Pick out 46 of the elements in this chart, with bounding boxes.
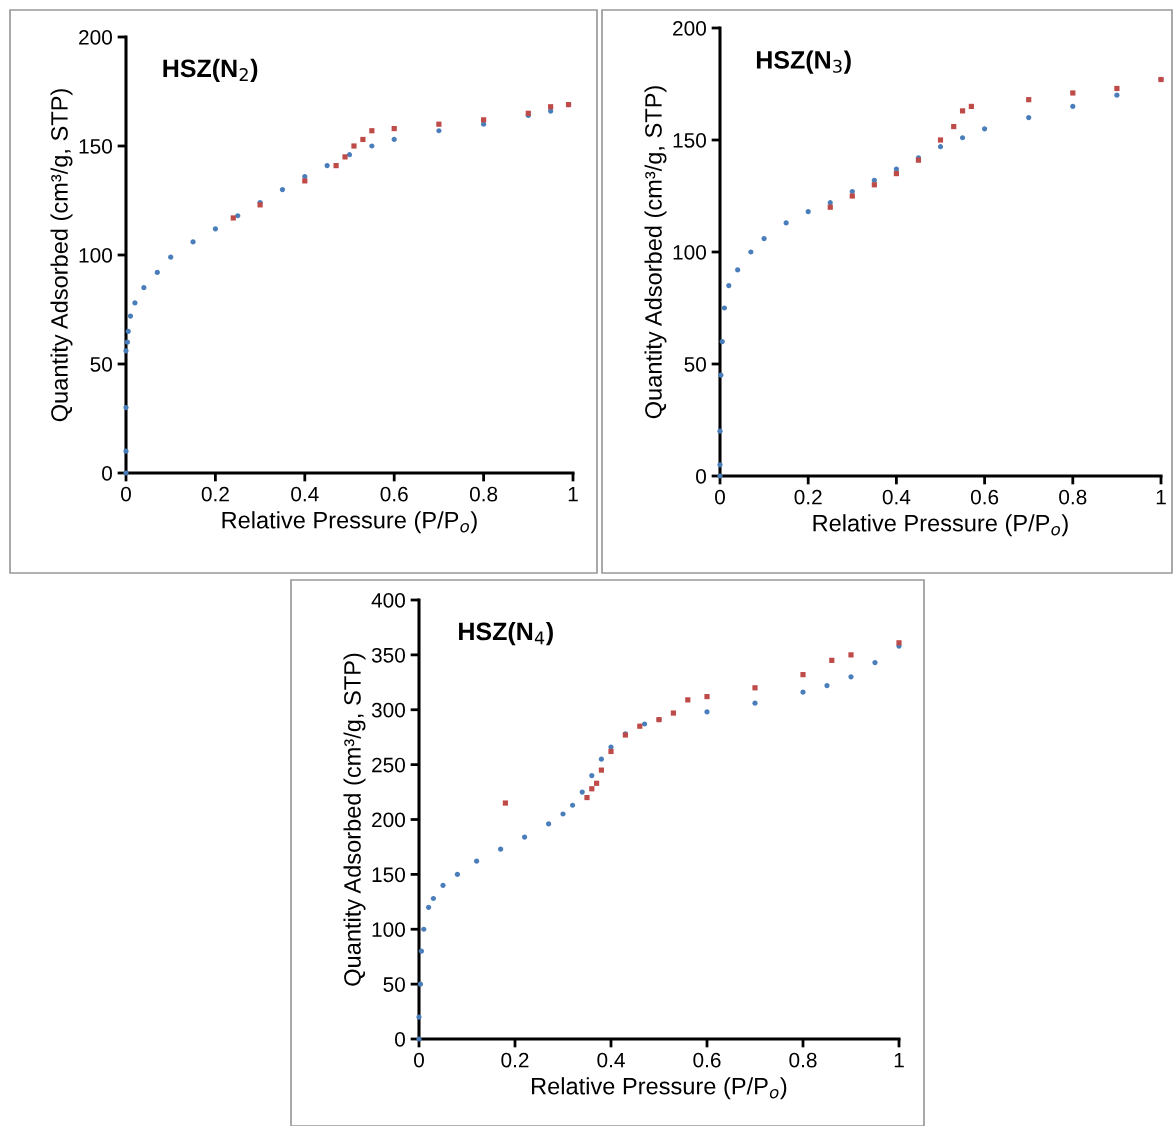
y-tick-label: 300 — [371, 702, 405, 718]
annotation: HSZ(N$_{2}$) — [163, 58, 258, 83]
y-tick-label: 50 — [90, 357, 112, 372]
y-tick-label: 200 — [673, 21, 706, 36]
x-tick-label: 0.2 — [794, 489, 822, 505]
x-tick-label: 0 — [715, 489, 725, 505]
y-tick-label: 100 — [79, 248, 112, 263]
y-tick-label: 150 — [372, 867, 405, 883]
y-axis-title: Quantity Adsorbed (cm³/g, STP) — [343, 653, 366, 986]
x-axis-title: Relative Pressure (P/P$_{o}$) — [532, 1077, 787, 1100]
y-tick-label: 100 — [673, 245, 706, 260]
x-tick-label: 0.6 — [380, 486, 408, 502]
x-tick-label: 0.8 — [789, 1052, 817, 1068]
x-axis-title: Relative Pressure (P/P$_{o}$) — [222, 511, 477, 534]
annotation: HSZ(N$_{4}$) — [459, 621, 553, 646]
y-tick-label: 150 — [79, 139, 112, 154]
x-tick-label: 0.4 — [597, 1052, 625, 1068]
y-tick-label: 0 — [395, 1032, 405, 1047]
y-tick-label: 100 — [372, 922, 405, 937]
y-tick-label: 50 — [383, 977, 405, 992]
x-tick-label: 0 — [121, 486, 131, 502]
x-tick-label: 1 — [568, 486, 578, 502]
y-tick-label: 250 — [372, 757, 405, 773]
x-tick-label: 0.4 — [882, 489, 911, 505]
y-tick-label: 350 — [371, 647, 405, 663]
x-tick-label: 0.8 — [469, 486, 498, 502]
x-tick-label: 1 — [1156, 489, 1166, 505]
x-tick-label: 1 — [894, 1052, 904, 1068]
x-tick-label: 0.4 — [291, 486, 319, 502]
y-axis-title: Quantity Adsorbed (cm³/g, STP) — [50, 89, 73, 422]
x-axis-title: Relative Pressure (P/P$_{o}$) — [813, 514, 1068, 537]
y-tick-label: 400 — [371, 593, 405, 608]
y-tick-label: 0 — [102, 466, 112, 481]
y-axis-title: Quantity Adsorbed (cm³/g, STP) — [644, 86, 667, 419]
x-tick-label: 0.6 — [970, 489, 999, 505]
y-tick-label: 0 — [696, 469, 706, 484]
x-tick-label: 0 — [414, 1052, 424, 1068]
x-tick-label: 0.6 — [693, 1052, 721, 1068]
x-tick-label: 0.2 — [501, 1052, 529, 1068]
annotation: HSZ(N$_{3}$) — [756, 50, 851, 74]
y-tick-label: 200 — [79, 30, 112, 45]
x-tick-label: 0.8 — [1059, 489, 1087, 505]
x-tick-label: 0.2 — [201, 486, 229, 502]
y-tick-label: 150 — [673, 133, 706, 148]
y-tick-label: 200 — [372, 812, 405, 828]
y-tick-label: 50 — [684, 357, 706, 372]
